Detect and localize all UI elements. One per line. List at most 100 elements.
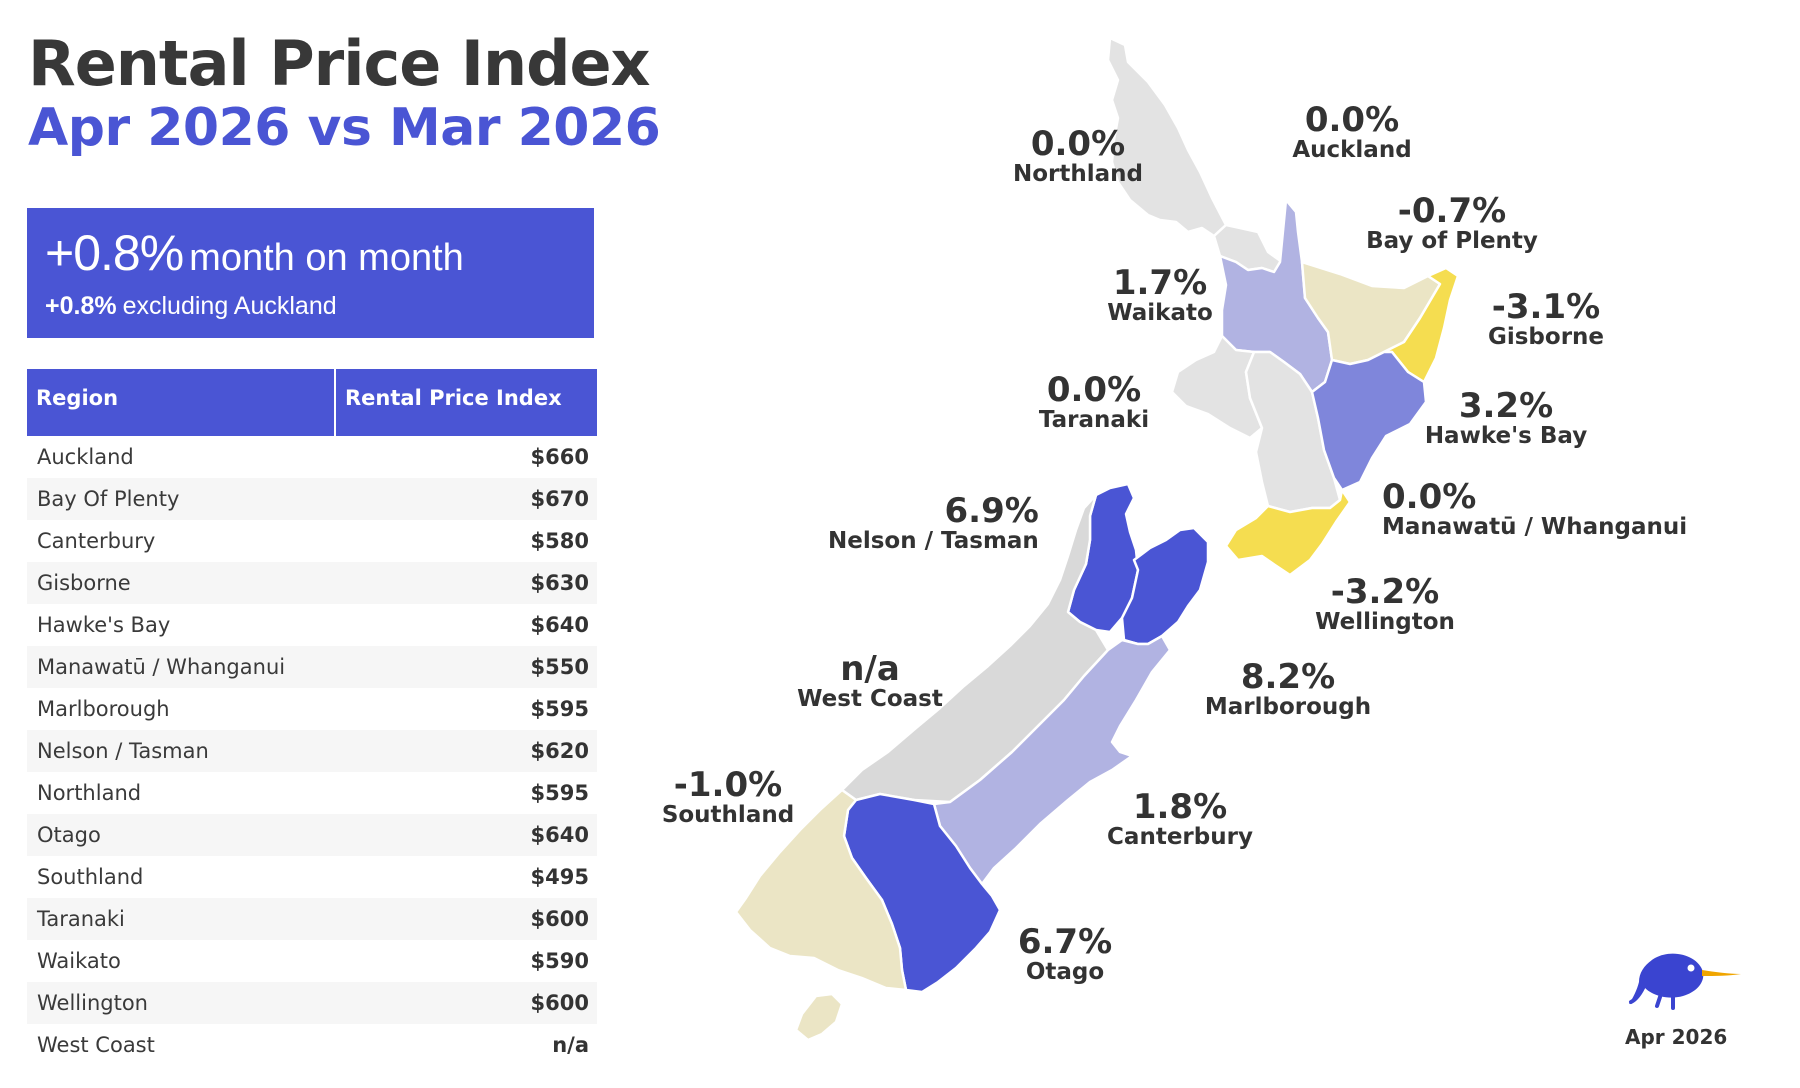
summary-secondary: +0.8% excluding Auckland	[45, 292, 594, 321]
table-row: Northland $595	[27, 772, 597, 814]
region-cell: Nelson / Tasman	[27, 730, 335, 772]
map-region-northland	[1106, 36, 1228, 238]
summary-box: +0.8% month on month +0.8% excluding Auckl…	[27, 208, 594, 338]
table-row: Marlborough $595	[27, 688, 597, 730]
region-cell: Otago	[27, 814, 335, 856]
region-cell: Wellington	[27, 982, 335, 1024]
map-label-marlborough: 8.2% Marlborough	[1205, 660, 1371, 719]
region-cell: West Coast	[37, 1033, 155, 1057]
map-label-northland: 0.0% Northland	[1013, 127, 1143, 186]
map-label-bay-of-plenty: -0.7% Bay of Plenty	[1366, 194, 1538, 253]
page-subtitle: Apr 2026 vs Mar 2026	[28, 98, 661, 158]
index-cell: $595	[530, 697, 589, 721]
west-coast-name: West Coast	[797, 686, 943, 712]
hawkes-bay-pct: 3.2%	[1458, 386, 1554, 426]
column-header-index: Rental Price Index	[334, 369, 597, 436]
summary-headline: +0.8% month on month	[45, 224, 594, 282]
rental-index-table: Region Rental Price Index Auckland $660 Ba…	[27, 369, 597, 1066]
auckland-pct: 0.0%	[1304, 100, 1400, 140]
index-cell: $660	[530, 445, 589, 469]
gisborne-pct: -3.1%	[1491, 287, 1601, 327]
map-region-hawkes-bay	[1310, 350, 1428, 492]
map-label-west-coast: n/a West Coast	[797, 652, 943, 711]
map-region-wellington	[1224, 488, 1352, 577]
index-cell: $495	[530, 865, 589, 889]
table-row: Auckland $660	[27, 436, 597, 478]
index-cell: $580	[530, 529, 589, 553]
index-cell: $595	[530, 781, 589, 805]
index-cell: $640	[335, 814, 597, 856]
index-cell: $590	[530, 949, 589, 973]
table-row: Nelson / Tasman $620	[27, 730, 597, 772]
table-header-row: Region Rental Price Index	[27, 369, 597, 436]
report-date: Apr 2026	[1625, 1025, 1728, 1049]
index-cell: $600	[335, 898, 597, 940]
taranaki-pct: 0.0%	[1046, 370, 1142, 410]
map-label-wellington: -3.2% Wellington	[1315, 575, 1455, 634]
secondary-text: excluding Auckland	[122, 292, 337, 320]
table-row: Taranaki $600	[27, 898, 597, 940]
map-region-southland	[734, 788, 908, 992]
waikato-name: Waikato	[1107, 300, 1213, 326]
manawatu-whanganui-name: Manawatū / Whanganui	[1382, 514, 1688, 540]
table-row: Otago $640	[27, 814, 597, 856]
nelson-tasman-pct: 6.9%	[944, 491, 1039, 531]
table-body: Auckland $660 Bay Of Plenty $670 Canterbury $…	[27, 436, 597, 1066]
bay-of-plenty-name: Bay of Plenty	[1366, 228, 1538, 254]
index-cell: n/a	[552, 1033, 589, 1057]
index-cell: $620	[335, 730, 597, 772]
region-cell: Waikato	[37, 949, 121, 973]
headline-value: +0.8%	[45, 225, 184, 281]
table-row: Manawatū / Whanganui $550	[27, 646, 597, 688]
table-row: Canterbury $580	[27, 520, 597, 562]
page-title: Rental Price Index	[28, 27, 651, 100]
map-label-manawatu-whanganui: 0.0% Manawatū / Whanganui	[1382, 480, 1687, 539]
wellington-name: Wellington	[1315, 609, 1455, 635]
index-cell: $670	[335, 478, 597, 520]
manawatu-whanganui-pct: 0.0%	[1382, 477, 1477, 517]
region-cell: Taranaki	[27, 898, 335, 940]
otago-pct: 6.7%	[1017, 922, 1113, 962]
map-label-nelson-tasman: 6.9% Nelson / Tasman	[828, 494, 1039, 553]
map-region-canterbury	[932, 634, 1172, 886]
map-label-hawkes-bay: 3.2% Hawke's Bay	[1425, 389, 1587, 448]
auckland-name: Auckland	[1292, 137, 1412, 163]
secondary-value: +0.8%	[45, 292, 117, 320]
canterbury-name: Canterbury	[1107, 824, 1253, 850]
table-row: West Coast n/a	[27, 1024, 597, 1066]
index-cell: $640	[530, 613, 589, 637]
marlborough-pct: 8.2%	[1240, 657, 1336, 697]
region-cell: Northland	[37, 781, 142, 805]
wellington-pct: -3.2%	[1330, 572, 1440, 612]
region-cell: Gisborne	[27, 562, 335, 604]
region-cell: Marlborough	[37, 697, 170, 721]
west-coast-pct: n/a	[840, 649, 900, 689]
region-cell: Canterbury	[37, 529, 156, 553]
region-cell: Hawke's Bay	[37, 613, 171, 637]
map-label-gisborne: -3.1% Gisborne	[1488, 290, 1604, 349]
taranaki-name: Taranaki	[1038, 407, 1150, 433]
region-cell: Manawatū / Whanganui	[27, 646, 335, 688]
index-cell: $600	[335, 982, 597, 1024]
southland-pct: -1.0%	[673, 765, 783, 805]
region-cell: Bay Of Plenty	[27, 478, 335, 520]
table-row: Bay Of Plenty $670	[27, 478, 597, 520]
canterbury-pct: 1.8%	[1132, 787, 1228, 827]
hawkes-bay-name: Hawke's Bay	[1424, 423, 1588, 449]
map-region-stewart-island	[794, 992, 844, 1042]
table-row: Southland $495	[27, 856, 597, 898]
region-cell: Southland	[37, 865, 144, 889]
map-label-canterbury: 1.8% Canterbury	[1107, 790, 1253, 849]
bay-of-plenty-pct: -0.7%	[1397, 191, 1507, 231]
column-header-region: Region	[27, 369, 335, 436]
map-label-auckland: 0.0% Auckland	[1292, 103, 1411, 162]
map-label-waikato: 1.7% Waikato	[1107, 266, 1213, 325]
northland-pct: 0.0%	[1030, 124, 1126, 164]
table-row: Gisborne $630	[27, 562, 597, 604]
waikato-pct: 1.7%	[1112, 263, 1208, 303]
map-label-southland: -1.0% Southland	[662, 768, 794, 827]
southland-name: Southland	[661, 802, 795, 828]
map-label-otago: 6.7% Otago	[1018, 925, 1112, 984]
headline-text: month on month	[189, 237, 464, 279]
